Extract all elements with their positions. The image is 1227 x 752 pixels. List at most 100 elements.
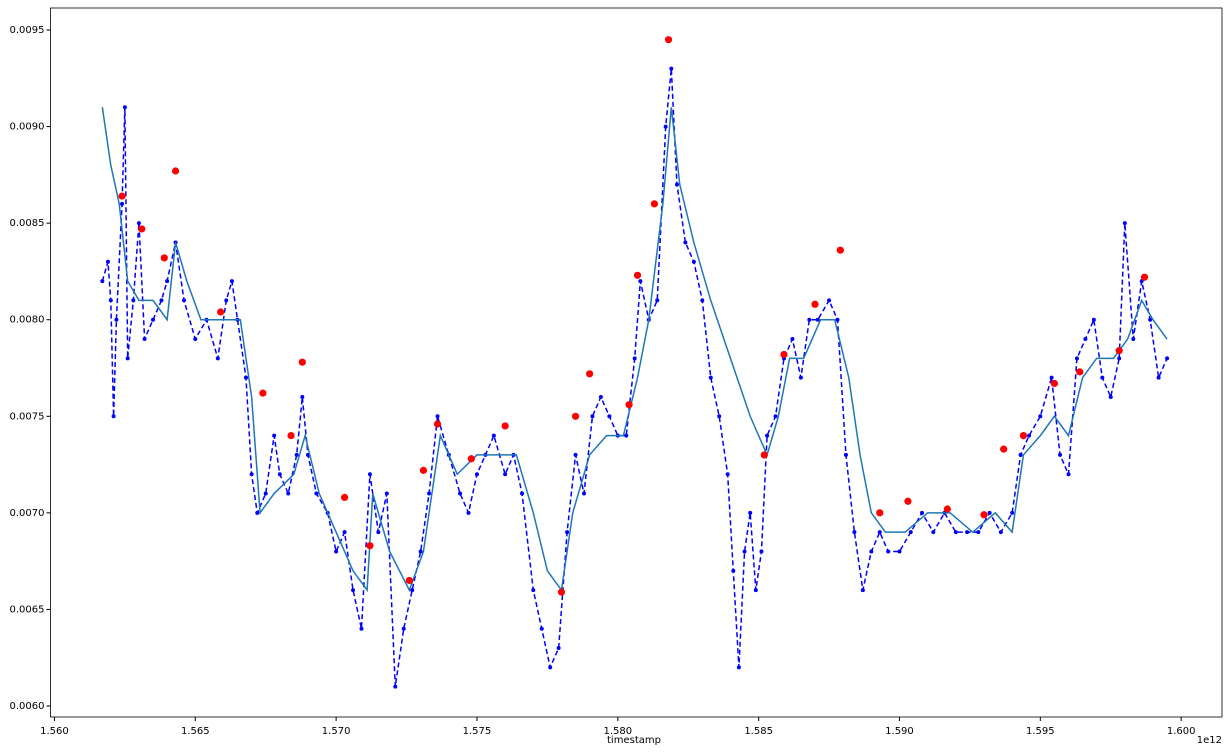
data-point bbox=[827, 298, 832, 303]
data-point bbox=[249, 472, 254, 477]
data-point bbox=[811, 300, 819, 308]
data-point bbox=[708, 375, 713, 380]
data-point bbox=[655, 298, 660, 303]
data-point bbox=[272, 433, 277, 438]
data-point bbox=[105, 259, 110, 264]
data-point bbox=[108, 298, 113, 303]
x-offset-label: 1e12 bbox=[1197, 735, 1222, 746]
data-point bbox=[501, 422, 509, 430]
data-point bbox=[217, 308, 225, 316]
data-point bbox=[531, 588, 536, 593]
data-point bbox=[215, 356, 220, 361]
data-point bbox=[869, 549, 874, 554]
data-point bbox=[1156, 375, 1161, 380]
data-point bbox=[1049, 375, 1054, 380]
data-point bbox=[1010, 510, 1015, 515]
data-point bbox=[798, 375, 803, 380]
data-point bbox=[877, 530, 882, 535]
x-tick-label: 1.585 bbox=[744, 726, 773, 737]
y-tick-label: 0.0060 bbox=[10, 701, 45, 712]
data-point bbox=[286, 491, 291, 496]
data-point bbox=[607, 414, 612, 419]
data-point bbox=[556, 646, 561, 651]
data-point bbox=[773, 414, 778, 419]
data-point bbox=[160, 254, 168, 262]
data-point bbox=[114, 317, 119, 322]
data-point bbox=[340, 493, 349, 502]
x-tick-label: 1.575 bbox=[463, 726, 492, 737]
data-point bbox=[1074, 356, 1079, 361]
data-point bbox=[193, 337, 198, 342]
data-point bbox=[573, 452, 578, 457]
data-point bbox=[120, 201, 125, 206]
data-point bbox=[367, 472, 372, 477]
y-tick-label: 0.0070 bbox=[10, 508, 45, 519]
data-point bbox=[1140, 273, 1149, 281]
data-point bbox=[759, 549, 764, 554]
data-point bbox=[1018, 452, 1023, 457]
data-point bbox=[742, 549, 747, 554]
data-point bbox=[548, 665, 553, 670]
data-point bbox=[419, 466, 428, 474]
data-point bbox=[125, 356, 130, 361]
data-point bbox=[122, 105, 127, 110]
data-point bbox=[433, 420, 442, 428]
data-point bbox=[674, 182, 679, 187]
data-point bbox=[435, 414, 440, 419]
data-point bbox=[731, 568, 736, 573]
data-point bbox=[136, 221, 141, 226]
y-tick-label: 0.0065 bbox=[10, 604, 45, 615]
data-point bbox=[1165, 356, 1170, 361]
data-point bbox=[259, 389, 267, 397]
data-point bbox=[263, 491, 268, 496]
data-point bbox=[243, 375, 248, 380]
data-point bbox=[953, 530, 958, 535]
data-point bbox=[393, 684, 398, 689]
data-point bbox=[1000, 445, 1008, 453]
data-point bbox=[998, 530, 1003, 535]
data-point bbox=[474, 472, 479, 477]
data-point bbox=[1019, 432, 1028, 440]
series-line bbox=[101, 68, 1168, 687]
data-point bbox=[1050, 379, 1059, 388]
data-point bbox=[294, 452, 299, 457]
data-point bbox=[1083, 337, 1088, 342]
x-tick-label: 1.595 bbox=[1026, 726, 1055, 737]
data-point bbox=[151, 317, 156, 322]
data-point bbox=[467, 455, 475, 463]
data-point bbox=[1115, 347, 1123, 355]
data-point bbox=[843, 452, 848, 457]
data-point bbox=[300, 394, 305, 399]
data-point bbox=[1076, 368, 1084, 376]
data-point bbox=[1117, 356, 1122, 361]
data-point bbox=[229, 279, 234, 284]
data-point bbox=[427, 491, 432, 496]
data-point bbox=[100, 279, 105, 284]
data-point bbox=[277, 472, 282, 477]
data-point bbox=[182, 298, 187, 303]
data-point bbox=[633, 271, 642, 279]
x-tick-label: 1.600 bbox=[1167, 726, 1196, 737]
data-point bbox=[624, 433, 629, 438]
x-tick-label: 1.580 bbox=[603, 726, 632, 737]
data-point bbox=[625, 401, 633, 409]
data-point bbox=[314, 491, 319, 496]
data-point bbox=[765, 433, 770, 438]
data-point bbox=[753, 588, 758, 593]
y-tick-label: 0.0085 bbox=[10, 218, 45, 229]
data-point bbox=[298, 358, 306, 366]
data-point bbox=[598, 394, 603, 399]
data-point bbox=[790, 337, 795, 342]
data-point bbox=[920, 510, 925, 515]
data-point bbox=[401, 626, 406, 631]
data-point bbox=[852, 530, 857, 535]
data-point bbox=[1027, 433, 1032, 438]
data-point bbox=[1091, 317, 1096, 322]
data-point bbox=[539, 626, 544, 631]
data-point bbox=[1148, 317, 1153, 322]
x-tick-label: 1.570 bbox=[322, 726, 351, 737]
data-point bbox=[965, 530, 970, 535]
data-point bbox=[342, 530, 347, 535]
data-point bbox=[159, 298, 164, 303]
